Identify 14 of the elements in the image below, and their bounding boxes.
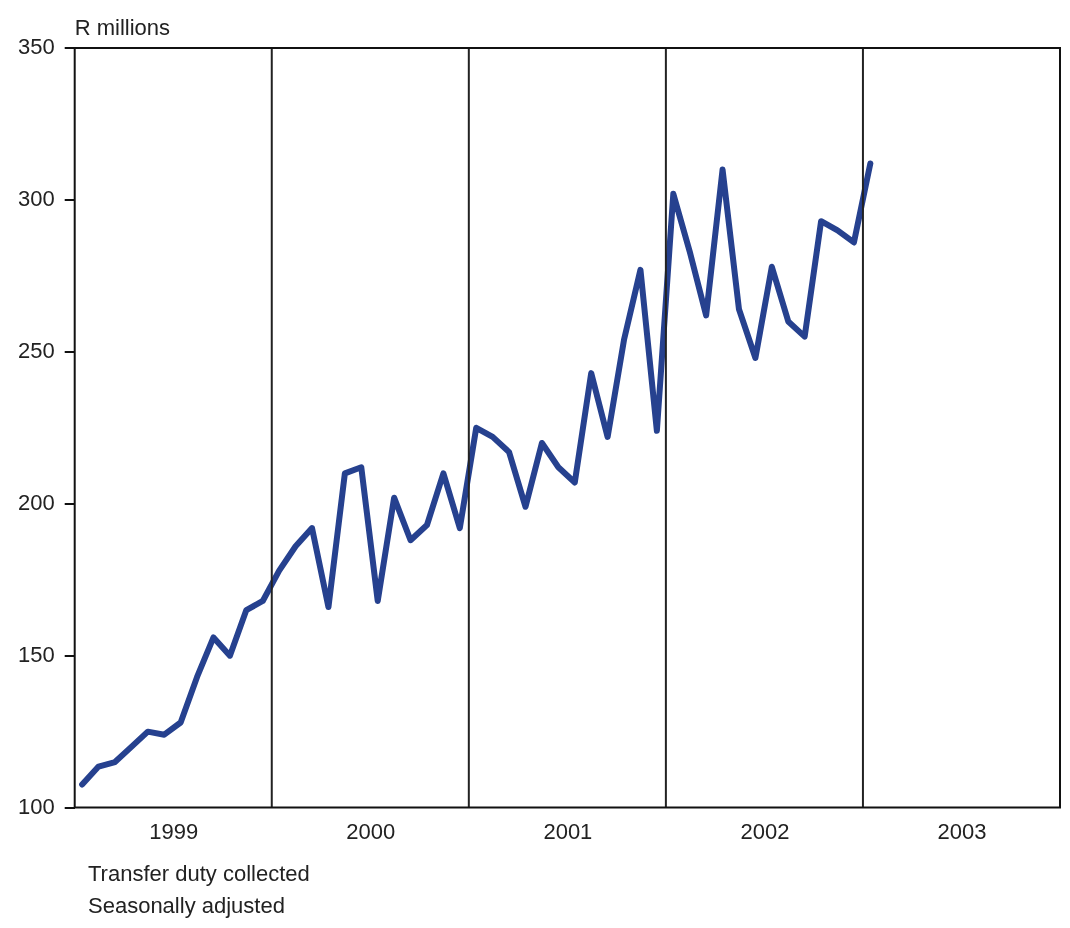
y-tick-label: 100 — [17, 793, 55, 819]
x-tick-label: 2000 — [346, 818, 396, 844]
y-tick-label: 250 — [17, 337, 55, 363]
x-tick-label: 2002 — [740, 818, 790, 844]
y-tick-label: 350 — [17, 34, 55, 60]
x-tick-label: 1999 — [149, 818, 199, 844]
y-axis-title: R millions — [74, 15, 171, 41]
x-tick-label: 2003 — [937, 818, 987, 844]
y-tick-label: 300 — [17, 185, 55, 211]
y-tick-label: 150 — [17, 641, 55, 667]
text: Seasonally adjusted — [88, 892, 286, 920]
x-tick-label: 2001 — [543, 818, 593, 844]
text: Transfer duty collected — [88, 860, 311, 888]
y-tick-label: 200 — [17, 489, 55, 515]
